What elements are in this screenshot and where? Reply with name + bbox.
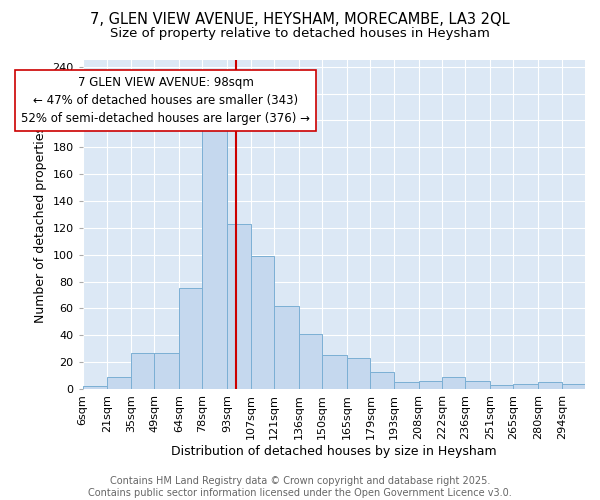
Bar	[370, 372, 394, 389]
Bar	[562, 384, 585, 389]
Y-axis label: Number of detached properties: Number of detached properties	[34, 126, 47, 323]
Bar	[514, 384, 538, 389]
Bar	[490, 385, 514, 389]
Bar	[299, 334, 322, 389]
Bar	[179, 288, 202, 389]
Bar	[442, 377, 465, 389]
Bar	[83, 386, 107, 389]
Bar	[347, 358, 370, 389]
Bar	[107, 377, 131, 389]
Bar	[227, 224, 251, 389]
Bar	[538, 382, 562, 389]
Bar	[154, 352, 179, 389]
Bar	[322, 356, 347, 389]
Bar	[251, 256, 274, 389]
Text: 7 GLEN VIEW AVENUE: 98sqm
← 47% of detached houses are smaller (343)
52% of semi: 7 GLEN VIEW AVENUE: 98sqm ← 47% of detac…	[21, 76, 310, 125]
Bar	[394, 382, 419, 389]
Text: Size of property relative to detached houses in Heysham: Size of property relative to detached ho…	[110, 28, 490, 40]
Bar	[131, 352, 154, 389]
Bar	[274, 306, 299, 389]
Text: Contains HM Land Registry data © Crown copyright and database right 2025.
Contai: Contains HM Land Registry data © Crown c…	[88, 476, 512, 498]
Bar	[202, 120, 227, 389]
X-axis label: Distribution of detached houses by size in Heysham: Distribution of detached houses by size …	[171, 444, 497, 458]
Text: 7, GLEN VIEW AVENUE, HEYSHAM, MORECAMBE, LA3 2QL: 7, GLEN VIEW AVENUE, HEYSHAM, MORECAMBE,…	[90, 12, 510, 28]
Bar	[419, 381, 442, 389]
Bar	[465, 381, 490, 389]
